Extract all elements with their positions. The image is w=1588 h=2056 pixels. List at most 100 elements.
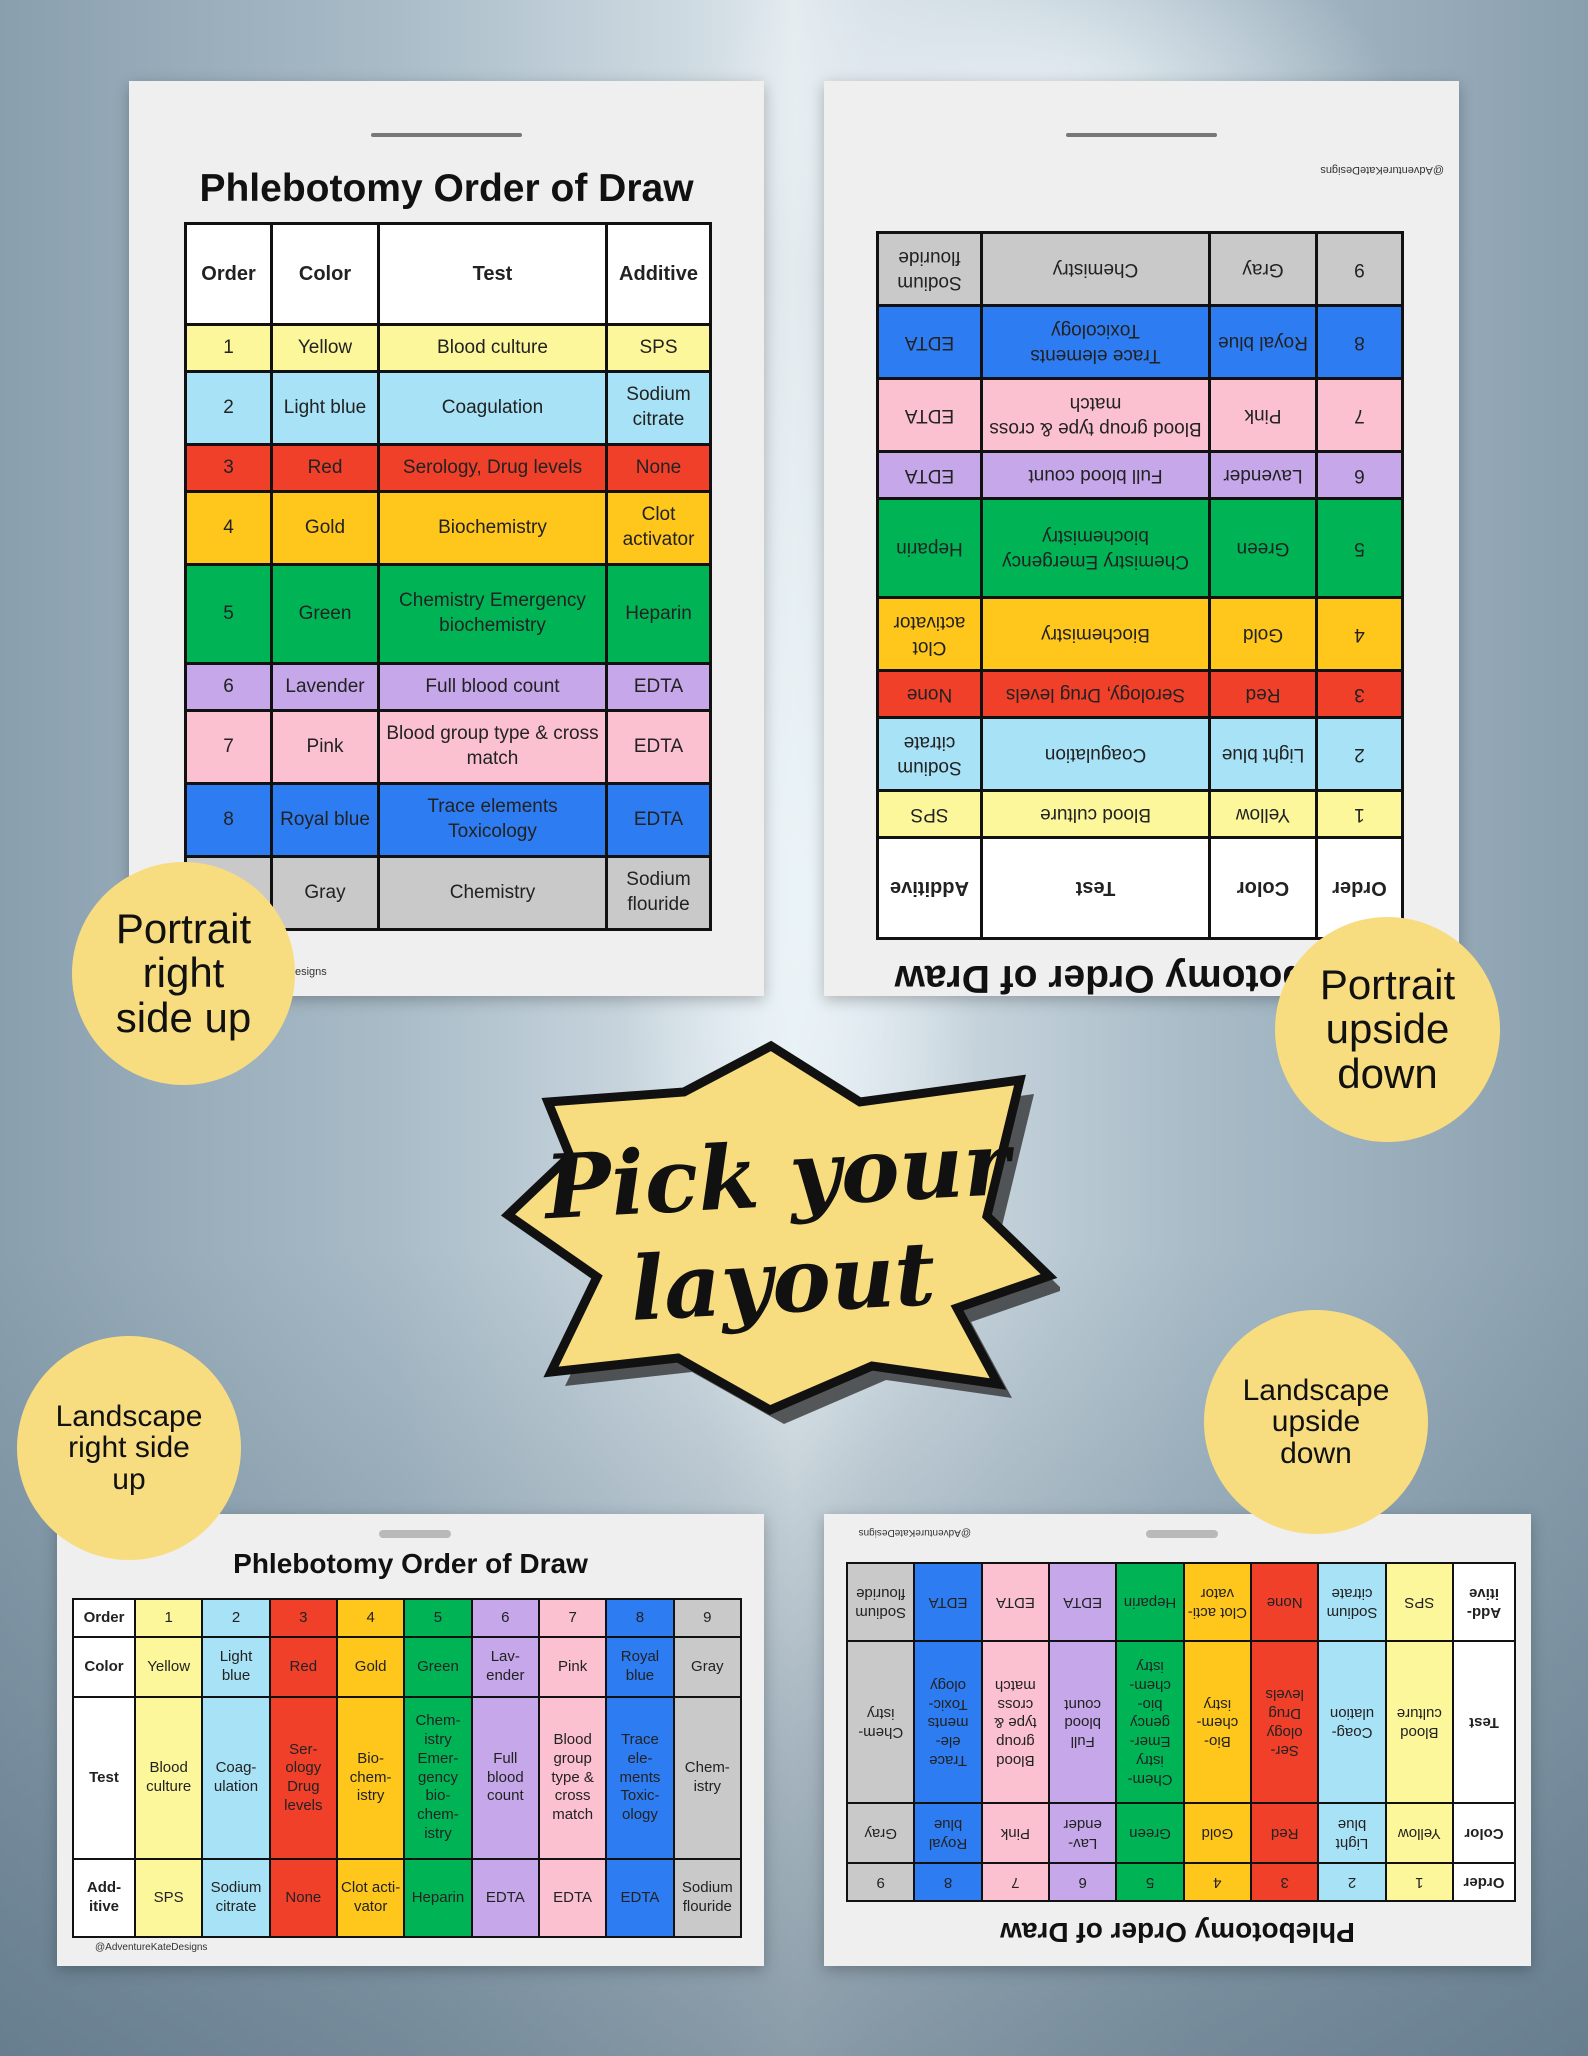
cell-additive: Clot activator xyxy=(877,597,982,671)
cell-additive: EDTA xyxy=(1049,1563,1117,1641)
cell-order: 7 xyxy=(537,1598,608,1638)
cell-additive: EDTA xyxy=(877,378,982,452)
cell-test: Ser-ology Drug levels xyxy=(268,1696,338,1860)
column-header: Color xyxy=(270,222,380,326)
cell-additive: Sodium flouride xyxy=(877,232,982,306)
table-row: 8 Royal blue Trace elements Toxicology EDTA xyxy=(184,782,712,858)
cell-color: Yellow xyxy=(1209,790,1317,838)
cell-test: Trace elements Toxicology xyxy=(981,305,1210,379)
cell-additive: Heparin xyxy=(1116,1563,1184,1641)
table-row: Color Yellow Light blue Red Gold Green Lav-end… xyxy=(847,1803,1515,1863)
pick-your-layout-badge: Pick your layout xyxy=(500,1030,1063,1430)
cell-test: Full blood count xyxy=(981,451,1210,499)
landscape-upright-sheet: Phlebotomy Order of Draw Order 1 2 3 4 5 6 7 8 9 C… xyxy=(57,1514,764,1966)
row-header: Test xyxy=(72,1696,136,1860)
cell-color: Gray xyxy=(672,1636,743,1698)
table-row: Order 1 2 3 4 5 6 7 8 9 xyxy=(847,1863,1515,1901)
cell-additive: EDTA xyxy=(537,1858,608,1938)
cell-order: 4 xyxy=(335,1598,406,1638)
cell-color: Royal blue xyxy=(914,1803,982,1863)
cell-additive: Sodium citrate xyxy=(1318,1563,1386,1641)
cell-color: Pink xyxy=(537,1636,608,1698)
cell-test: Full blood count xyxy=(377,662,608,712)
cell-color: Yellow xyxy=(133,1636,204,1698)
cell-order: 6 xyxy=(470,1598,540,1638)
order-of-draw-table: Order Color Test Additive 1 Yellow Blood cultu… xyxy=(876,231,1404,940)
cell-order: 7 xyxy=(981,1863,1050,1901)
cell-order: 9 xyxy=(1316,232,1403,306)
label-text: Portrait upside down xyxy=(1319,961,1456,1097)
cell-test: Coag-ulation xyxy=(201,1696,271,1860)
cell-additive: Heparin xyxy=(403,1858,473,1938)
cell-order: 4 xyxy=(184,490,273,566)
cell-color: Gold xyxy=(270,490,380,566)
table-row: 8 Royal blue Trace elements Toxicology EDTA xyxy=(877,305,1403,379)
cell-additive: Sodium citrate xyxy=(201,1858,271,1938)
cell-additive: None xyxy=(1251,1563,1319,1641)
cell-order: 2 xyxy=(1318,1863,1386,1901)
cell-additive: EDTA xyxy=(605,709,712,785)
cell-test: Blood culture xyxy=(377,323,608,373)
table-row: 7 Pink Blood group type & cross match EDTA xyxy=(877,378,1403,452)
rotated-content: Phlebotomy Order of Draw Order 1 2 3 4 5 6 7 8 9 C… xyxy=(824,1514,1531,1966)
cell-order: 5 xyxy=(1116,1863,1184,1901)
cell-color: Lav-ender xyxy=(470,1636,540,1698)
cell-color: Royal blue xyxy=(270,782,380,858)
cell-color: Yellow xyxy=(1385,1803,1453,1863)
credit-text: esigns xyxy=(295,966,327,978)
table-row: 5 Green Chemistry Emergency biochemistry He… xyxy=(184,563,712,665)
cell-color: Gold xyxy=(335,1636,406,1698)
table-row: 5 Green Chemistry Emergency biochemistry He… xyxy=(877,498,1403,598)
column-header: Order xyxy=(184,222,273,326)
cell-color: Red xyxy=(1251,1803,1319,1863)
cell-color: Gray xyxy=(270,855,380,931)
cell-order: 1 xyxy=(1316,790,1403,838)
row-header: Add-itive xyxy=(1453,1563,1515,1641)
cell-color: Green xyxy=(1209,498,1317,598)
label-text: Portrait right side up xyxy=(115,905,252,1041)
cell-order: 9 xyxy=(672,1598,743,1638)
cell-color: Pink xyxy=(1209,378,1317,452)
cell-color: Lavender xyxy=(270,662,380,712)
cell-color: Lav-ender xyxy=(1049,1803,1117,1863)
cell-order: 7 xyxy=(1316,378,1403,452)
table-row: Order 1 2 3 4 5 6 7 8 9 xyxy=(72,1598,743,1638)
cell-test: Coagulation xyxy=(981,717,1210,791)
cell-test: Chem-istry Emer-gency bio-chem-istry xyxy=(1116,1641,1184,1803)
cell-additive: EDTA xyxy=(605,782,712,858)
sheet-title: Phlebotomy Order of Draw xyxy=(199,167,694,210)
cell-order: 3 xyxy=(1316,670,1403,718)
credit-text: @AdventureKateDesigns xyxy=(95,1942,208,1953)
label-landscape-upside-down: Landscape upside down xyxy=(1204,1310,1428,1534)
cell-test: Blood culture xyxy=(133,1696,204,1860)
sheet-title: Phlebotomy Order of Draw xyxy=(233,1548,588,1579)
table-row: 6 Lavender Full blood count EDTA xyxy=(877,451,1403,499)
cell-color: Red xyxy=(270,443,380,493)
cell-additive: Sodium flouride xyxy=(847,1563,915,1641)
cell-color: Red xyxy=(1209,670,1317,718)
table-row: 2 Light blue Coagulation Sodium citrate xyxy=(877,717,1403,791)
starburst-shape xyxy=(500,1040,1063,1424)
cell-color: Royal blue xyxy=(1209,305,1317,379)
row-header: Test xyxy=(1453,1641,1515,1803)
cell-color: Yellow xyxy=(270,323,380,373)
row-header: Order xyxy=(1453,1863,1515,1901)
column-header: Color xyxy=(1209,837,1317,939)
cell-test: Bio-chem-istry xyxy=(335,1696,406,1860)
label-landscape-right-side-up: Landscape right side up xyxy=(17,1336,241,1560)
cell-test: Blood group type & cross match xyxy=(981,378,1210,452)
cell-order: 6 xyxy=(1049,1863,1117,1901)
cell-additive: Clot acti-vator xyxy=(1183,1563,1252,1641)
cell-color: Pink xyxy=(270,709,380,785)
table-row: 3 Red Serology, Drug levels None xyxy=(184,443,712,493)
cell-test: Trace ele-ments Toxic-ology xyxy=(914,1641,982,1803)
cell-additive: Heparin xyxy=(605,563,712,665)
cell-order: 8 xyxy=(605,1598,675,1638)
cell-order: 3 xyxy=(184,443,273,493)
cell-color: Lavender xyxy=(1209,451,1317,499)
column-header: Test xyxy=(377,222,608,326)
cell-color: Gray xyxy=(1209,232,1317,306)
cell-additive: None xyxy=(268,1858,338,1938)
